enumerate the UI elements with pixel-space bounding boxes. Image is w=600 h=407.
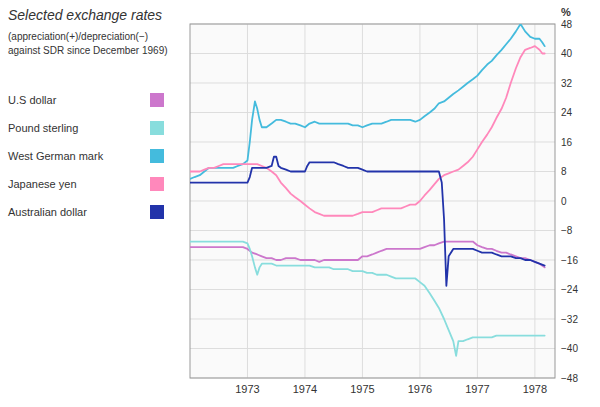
y-tick-label: −24 (561, 284, 578, 295)
legend-label: West German mark (8, 150, 104, 162)
y-tick-label: −40 (561, 343, 578, 354)
grid-line (190, 201, 555, 202)
legend-label: Australian dollar (8, 206, 87, 218)
legend-label: Japanese yen (8, 178, 77, 190)
y-tick-label: 40 (561, 48, 573, 59)
x-tick-label: 1976 (408, 383, 432, 395)
lines (190, 24, 545, 356)
grid-line (304, 24, 305, 378)
y-tick-label: −32 (561, 314, 578, 325)
series-line (190, 46, 545, 216)
x-tick-label: 1975 (350, 383, 374, 395)
legend-label: Pound sterling (8, 122, 78, 134)
grid-line (190, 230, 555, 231)
y-tick-label: −8 (561, 225, 573, 236)
grid-line (190, 83, 555, 84)
x-tick-label: 1974 (293, 383, 317, 395)
x-tick-label: 1978 (523, 383, 547, 395)
legend-swatch (150, 149, 164, 163)
title: Selected exchange rates (8, 7, 162, 23)
y-tick-label: −16 (561, 255, 578, 266)
series-line (190, 157, 545, 286)
legend-label: U.S dollar (8, 94, 57, 106)
series-line (190, 242, 545, 356)
grid-line (190, 53, 555, 54)
grid-line (190, 319, 555, 320)
y-tick-label: 0 (561, 196, 567, 207)
legend-swatch (150, 121, 164, 135)
subtitle: (appreciation(+)/depreciation(−) (8, 31, 148, 42)
chart: −48 −40 −32 −24 −16 −8 0 8 16 24 32 40 48 1973 1974 197… (0, 0, 600, 407)
legend-swatch (150, 93, 164, 107)
y-tick-label: 24 (561, 107, 573, 118)
y-tick-label: −48 (561, 373, 578, 384)
plot-frame (190, 24, 555, 378)
legend-swatch (150, 177, 164, 191)
y-tick-label: 16 (561, 137, 573, 148)
subtitle: against SDR since December 1969) (8, 45, 168, 56)
y-tick-label: 32 (561, 78, 573, 89)
series-line (190, 242, 545, 268)
grid-line (534, 24, 535, 378)
y-axis-label: % (561, 6, 571, 18)
legend-swatch (150, 205, 164, 219)
grid-line (247, 24, 248, 378)
y-tick-label: 48 (561, 19, 573, 30)
series-line (190, 24, 545, 179)
grid-line (190, 348, 555, 349)
x-tick-label: 1977 (465, 383, 489, 395)
x-tick-label: 1973 (235, 383, 259, 395)
grid-line (362, 24, 363, 378)
plot-background (190, 24, 555, 378)
grid-line (190, 142, 555, 143)
grid-line (190, 289, 555, 290)
y-tick-label: 8 (561, 166, 567, 177)
grid-line (190, 260, 555, 261)
grid-line (477, 24, 478, 378)
